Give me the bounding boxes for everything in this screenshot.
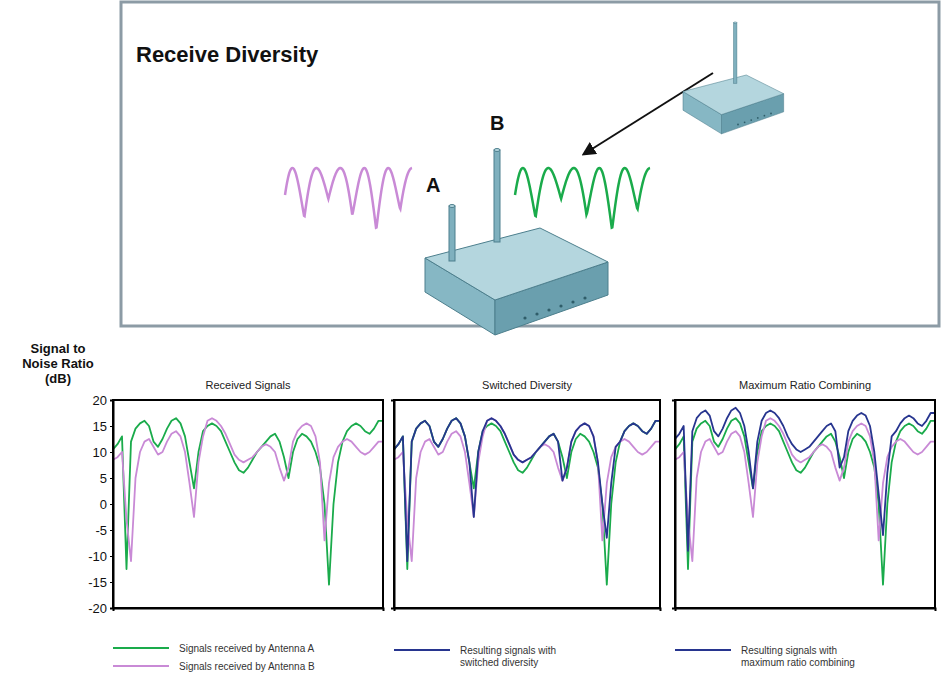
plot-background (113, 400, 383, 608)
router-light (559, 304, 562, 307)
series-line (394, 418, 660, 561)
router-light (571, 300, 574, 303)
series-line (675, 418, 935, 584)
legend-label: Resulting signals withmaximum ratio comb… (741, 645, 855, 668)
y-tick: -20 (88, 601, 113, 616)
router-light (770, 113, 772, 115)
axis-title: Signal toNoise Ratio(dB) (22, 341, 94, 386)
y-tick: 15 (93, 419, 113, 434)
plot-frame (113, 400, 383, 608)
legend-swatch (113, 647, 169, 649)
panel-title: Received Signals (206, 379, 291, 391)
series-line (113, 418, 383, 561)
panel-title: Switched Diversity (482, 379, 572, 391)
y-tick: -10 (88, 549, 113, 564)
chart: Maximum Ratio Combining Resulting signals… (672, 379, 936, 668)
router-light (535, 312, 538, 315)
text-line: Signal to (31, 341, 86, 356)
antenna (734, 23, 737, 84)
plot-background (675, 400, 935, 608)
y-tick: 5 (100, 471, 113, 486)
tick-label: -10 (88, 549, 107, 564)
tick-label: 5 (100, 471, 107, 486)
plot-lines (394, 418, 660, 584)
plot-frame (394, 400, 660, 608)
antenna-tip (734, 22, 737, 24)
plot-lines (113, 418, 383, 584)
router-light (764, 115, 766, 117)
router-light (757, 117, 759, 119)
y-tick: 20 (93, 393, 113, 408)
series-line (394, 418, 660, 561)
text-line: switched diversity (460, 657, 538, 668)
antenna (449, 206, 455, 261)
wave-a (515, 168, 650, 228)
tick-label: 0 (100, 497, 107, 512)
y-tick: 0 (100, 497, 113, 512)
antenna-tip (449, 205, 455, 208)
legend: Resulting signals withswitched diversity (394, 645, 556, 668)
wave-b (285, 168, 412, 228)
series-line (675, 408, 935, 551)
text-line: maximum ratio combining (741, 657, 855, 668)
legend-label: Signals received by Antenna A (179, 643, 314, 654)
antenna-tip (494, 149, 500, 152)
tick-label: 15 (93, 419, 107, 434)
series-line (113, 418, 383, 584)
router-light (523, 316, 526, 319)
tick-label: -5 (95, 523, 107, 538)
router-light (547, 308, 550, 311)
legend-swatch (675, 649, 731, 651)
panel-title: Maximum Ratio Combining (739, 379, 871, 391)
plot-lines (675, 408, 935, 585)
tick-label: 20 (93, 393, 107, 408)
tick-label: -20 (88, 601, 107, 616)
plot-frame (675, 400, 935, 608)
text-line: (dB) (45, 371, 71, 386)
legend-swatch (113, 665, 169, 667)
router-remote (683, 22, 784, 134)
figure: Receive Diversity A B 20 15 10 5 0 -5 -10 -15 -20 Re… (0, 0, 943, 683)
antenna-label: A (426, 174, 440, 196)
router-receiver (425, 149, 608, 336)
text-line: Resulting signals with (741, 645, 837, 656)
tick-label: -15 (88, 575, 107, 590)
router-light (583, 296, 586, 299)
y-tick: -15 (88, 575, 113, 590)
tick-label: 10 (93, 445, 107, 460)
chart: Switched Diversity Resulting signals with… (391, 379, 661, 668)
plot-background (394, 400, 660, 608)
diagram-title: Receive Diversity (136, 42, 319, 67)
series-line (675, 418, 935, 561)
y-tick: -5 (95, 523, 113, 538)
diagram: Receive Diversity A B (121, 2, 939, 335)
router-light (737, 124, 739, 126)
antenna-label: B (490, 112, 504, 134)
legend-swatch (394, 649, 450, 651)
text-line: Signals received by Antenna A (179, 643, 314, 654)
legend: Resulting signals withmaximum ratio comb… (675, 645, 855, 668)
text-line: Noise Ratio (22, 356, 94, 371)
router-light (744, 121, 746, 123)
series-line (394, 418, 660, 584)
text-line: Resulting signals with (460, 645, 556, 656)
text-line: Signals received by Antenna B (179, 661, 315, 672)
y-tick: 10 (93, 445, 113, 460)
y-axis: 20 15 10 5 0 -5 -10 -15 -20 (88, 393, 113, 616)
chart: 20 15 10 5 0 -5 -10 -15 -20 Received Signals Signa… (22, 341, 383, 672)
legend-label: Signals received by Antenna B (179, 661, 315, 672)
legend-label: Resulting signals withswitched diversity (460, 645, 556, 668)
legend: Signals received by Antenna A Signals rec… (113, 643, 315, 672)
antenna (494, 150, 500, 242)
diagram-frame (121, 2, 939, 326)
router-light (750, 119, 752, 121)
